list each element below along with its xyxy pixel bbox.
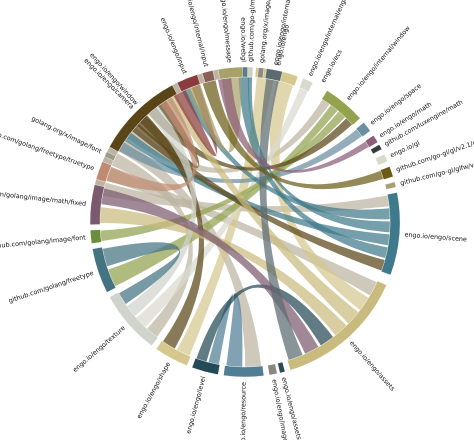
chord-resource-to-level — [208, 293, 243, 367]
arc-luxengine_math — [370, 144, 383, 155]
group-arcs — [89, 66, 401, 378]
label-freetype: github.com/golang/freetype — [7, 269, 94, 305]
chord-space-to-camera — [118, 129, 362, 184]
arc-input — [176, 74, 201, 92]
label-texture: engo.io/engo/texture — [71, 324, 127, 374]
arc-resource — [223, 365, 265, 378]
label-webgl: engo.io/webgl — [239, 17, 247, 62]
label-engo_shape: engo.io/engo/shape — [135, 361, 172, 420]
arc-scene — [381, 192, 401, 276]
label-space: engo.io/engo/space — [369, 82, 423, 127]
arc-ecs — [312, 84, 323, 97]
arc-assets — [287, 280, 387, 371]
arc-internal_input — [202, 70, 216, 83]
chord-texture-to-window — [126, 105, 197, 317]
arc-x_image_font — [104, 151, 117, 161]
arc-space — [355, 122, 371, 138]
label-level: engo.io/engo/level — [184, 375, 207, 434]
arc-math — [364, 135, 379, 148]
chord-input-to-window — [173, 84, 218, 157]
chord-camera-to-scene — [132, 123, 385, 271]
chord-freetype-to-texture — [102, 242, 181, 305]
label-image_font: github.com/golang/image/font — [0, 233, 87, 250]
chord-go_gl_v21-to-window — [202, 80, 384, 190]
label-resource: engo.io/engo/resource — [239, 382, 248, 440]
arc-glfw — [384, 181, 397, 190]
arc-go_gl_v21 — [380, 166, 394, 180]
arc-level — [191, 358, 221, 375]
label-internal_window: engo.io/engo/internal/window — [345, 24, 412, 102]
label-message: engo.io/engo/message — [219, 0, 234, 63]
chord-ribbons — [99, 77, 391, 367]
chord-engo-to-assets — [269, 80, 369, 311]
arc-x_math_f32 — [257, 67, 265, 79]
arc-image — [267, 363, 278, 376]
label-window: engo.io/engo/window — [88, 51, 140, 107]
label-freetype_truetype: github.com/golang/freetype/truetype — [0, 125, 96, 172]
chord-scene-to-input — [182, 87, 390, 220]
chord-freetype_truetype-to-window — [106, 97, 197, 191]
chord-image_math_fixed-to-assets — [101, 188, 319, 354]
arc-mgl32 — [247, 66, 254, 78]
label-internal_camera: engo.io/engo/internal/camera — [272, 0, 298, 66]
chord-assets-to-image_math_fixed — [99, 207, 347, 336]
label-scene: engo.io/engo/scene — [404, 231, 467, 244]
label-image_math_fixed: github.com/golang/image/math/fixed — [0, 186, 86, 207]
arc-internal_window — [321, 90, 361, 126]
arc-assets_audio — [277, 361, 286, 374]
chord-internal_window-to-freetype — [108, 105, 338, 287]
chord-internal_engo-to-texture — [136, 87, 308, 328]
label-input: engo.io/engo/input — [159, 16, 189, 75]
label-mgl32: github.com/go-gl/mathgl/mgl32 — [247, 0, 259, 62]
chord-scene-to-webgl — [238, 77, 388, 259]
chord-internal_camera-to-assets — [259, 78, 303, 361]
arc-gl — [375, 153, 388, 166]
arc-freetype_truetype — [95, 161, 112, 183]
arc-camera — [109, 84, 178, 152]
chord-level-to-assets — [196, 284, 334, 362]
arc-image_font — [89, 229, 102, 244]
arc-freetype — [92, 246, 117, 293]
arc-image_math_fixed — [89, 184, 105, 225]
arc-message — [217, 66, 243, 80]
arc-internal_camera — [264, 68, 283, 82]
arc-internal_engo — [299, 78, 314, 92]
chord-camera-to-internal_window — [148, 107, 353, 171]
chord-window-to-resource — [118, 139, 262, 367]
label-assets: engo.io/engo/assets — [348, 339, 397, 393]
chord-window-to-texture — [111, 153, 193, 338]
arc-texture — [109, 292, 159, 347]
arc-engo_shape — [155, 340, 191, 366]
chord-scene-to-camera — [124, 132, 390, 246]
label-camera: engo.io/engo/camera — [82, 57, 135, 111]
label-internal_input: engo.io/engo/internal/input — [181, 0, 210, 68]
